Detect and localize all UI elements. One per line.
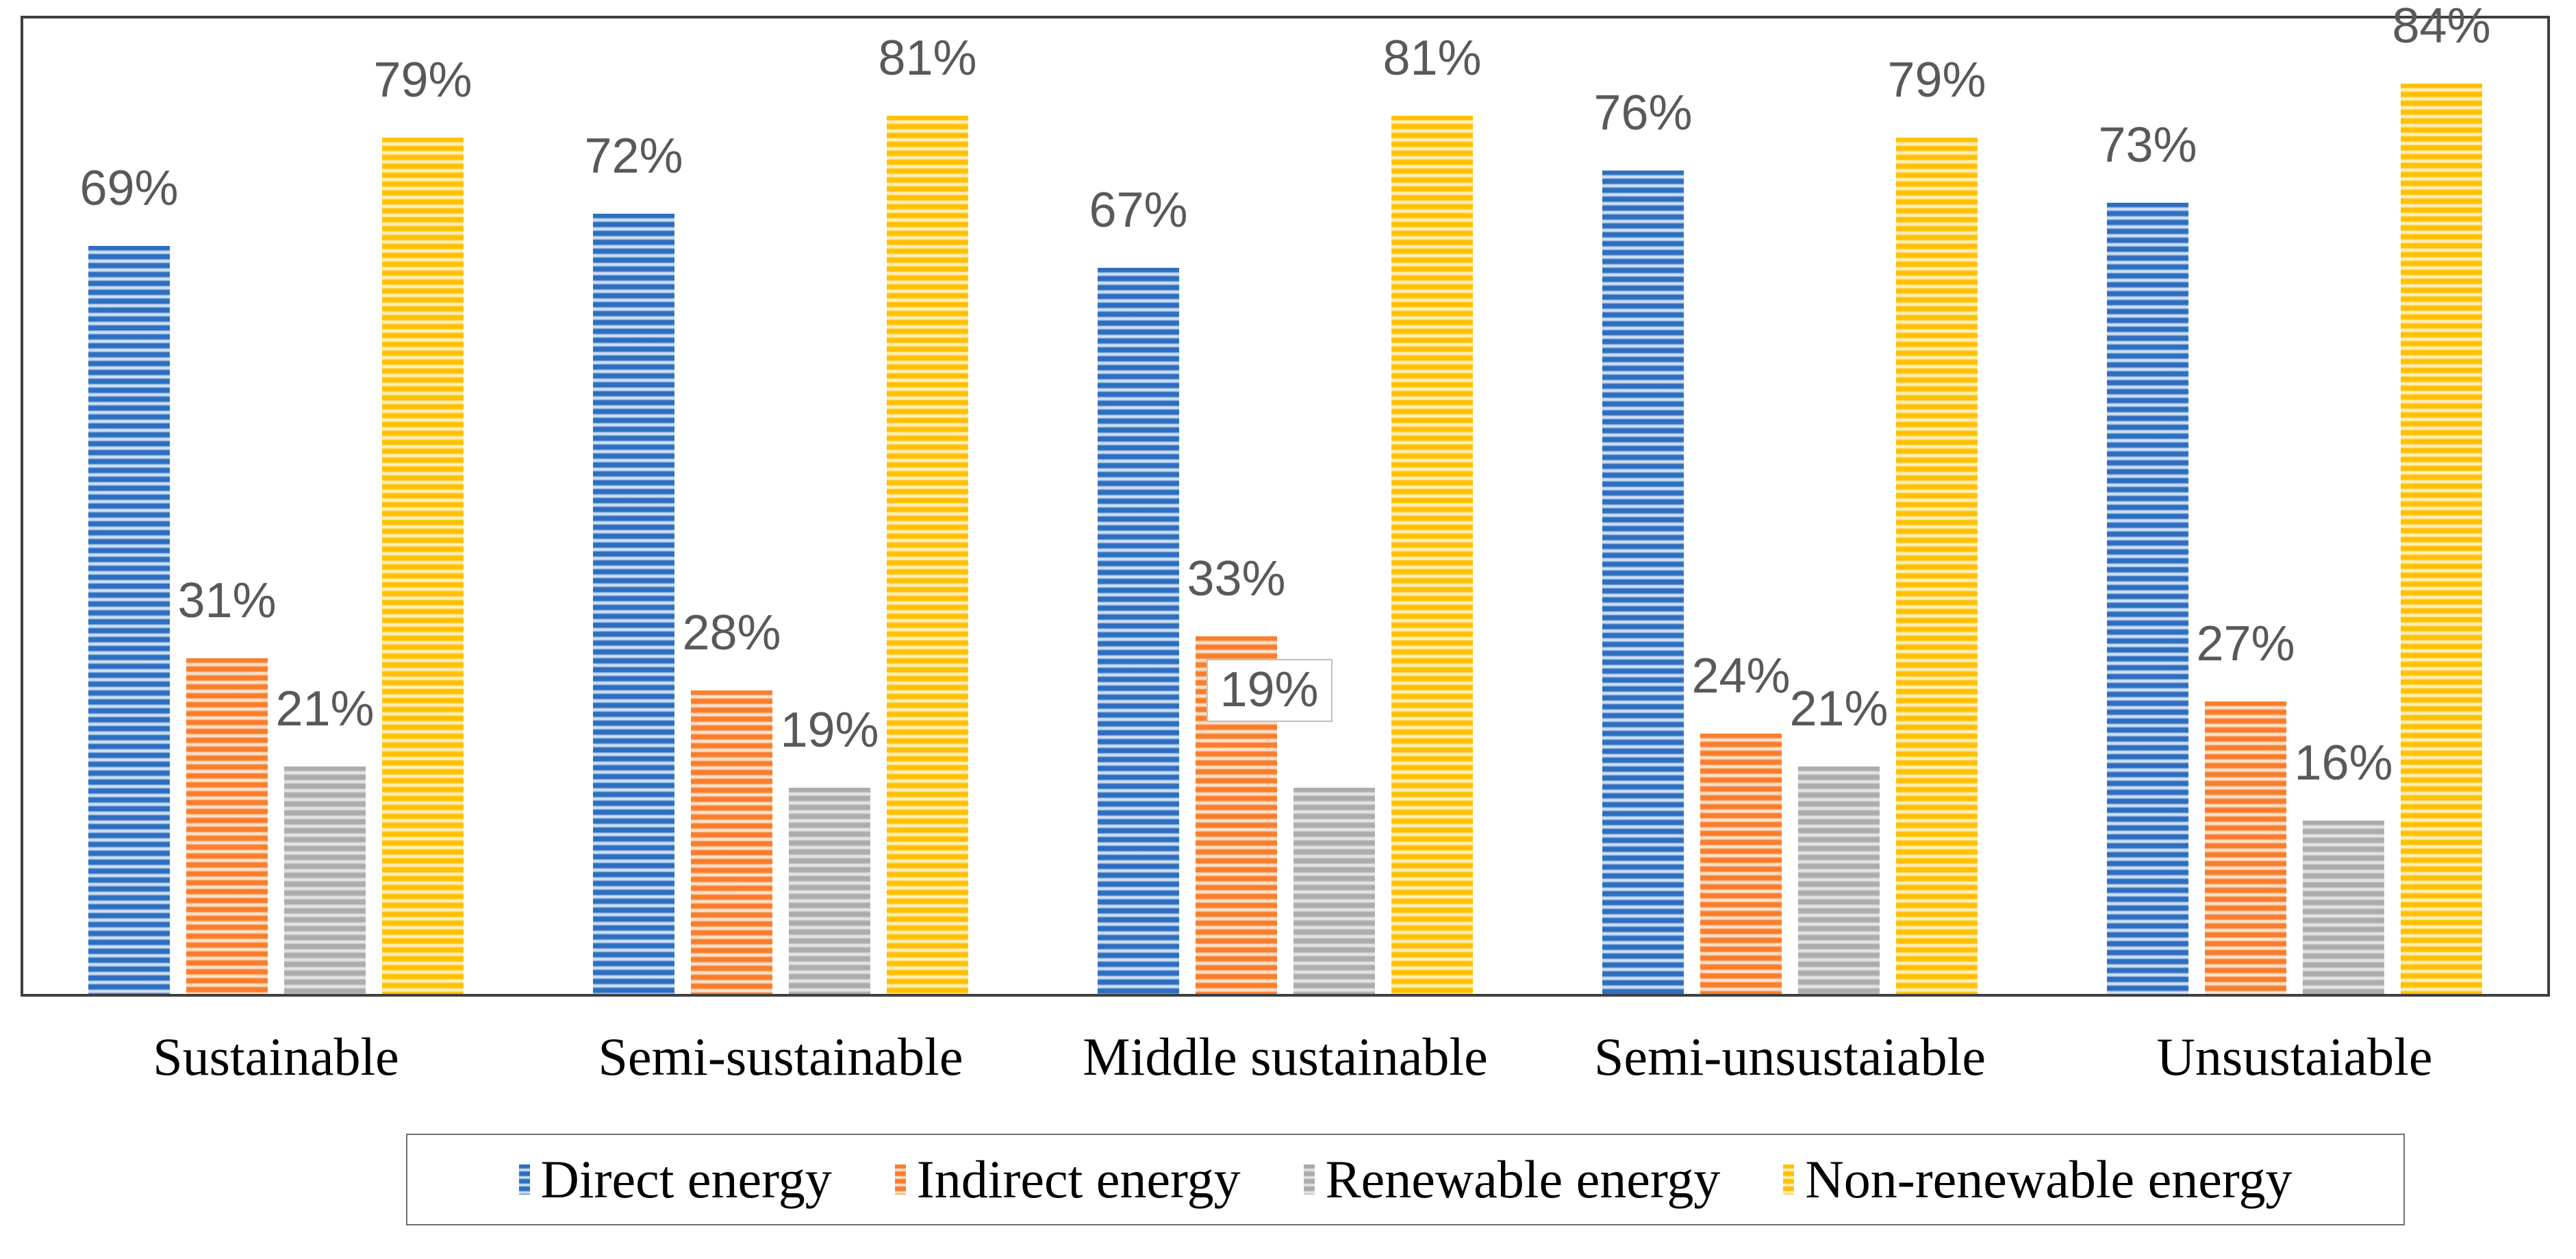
legend-swatch-renewable-energy	[1303, 1164, 1315, 1195]
bar-direct-energy-semi-unsustaiable	[1602, 171, 1684, 994]
bar-indirect-energy-unsustaiable	[2205, 701, 2286, 994]
value-label-direct-energy-semi-unsustaiable: 76%	[1593, 86, 1693, 141]
bar-renewable-energy-sustainable	[284, 766, 366, 994]
value-label-indirect-energy-unsustaiable: 27%	[2196, 616, 2295, 672]
bar-direct-energy-semi-sustainable	[593, 214, 674, 994]
legend-label-indirect-energy: Indirect energy	[916, 1149, 1241, 1209]
value-label-renewable-energy-semi-sustainable: 19%	[780, 703, 879, 758]
legend-item-non-renewable-energy: Non-renewable energy	[1783, 1153, 2292, 1206]
value-label-indirect-energy-semi-sustainable: 28%	[682, 606, 781, 661]
bar-non-renewable-energy-semi-unsustaiable	[1896, 138, 1978, 994]
bar-direct-energy-unsustaiable	[2107, 203, 2188, 994]
legend-item-indirect-energy: Indirect energy	[894, 1149, 1241, 1209]
legend-label-direct-energy: Direct energy	[540, 1149, 832, 1209]
value-label-direct-energy-middle-sustainable: 67%	[1089, 183, 1188, 238]
category-label-sustainable: Sustainable	[153, 1027, 399, 1086]
bar-direct-energy-middle-sustainable	[1098, 268, 1179, 994]
bar-non-renewable-energy-middle-sustainable	[1391, 116, 1473, 994]
legend-swatch-direct-energy	[518, 1164, 530, 1195]
value-label-non-renewable-energy-middle-sustainable: 81%	[1382, 31, 1482, 86]
value-label-indirect-energy-middle-sustainable: 33%	[1187, 551, 1286, 607]
bar-renewable-energy-middle-sustainable	[1293, 788, 1375, 994]
legend: Direct energy Indirect energy Renewable en…	[406, 1134, 2405, 1225]
legend-swatch-indirect-energy	[894, 1164, 906, 1195]
bar-non-renewable-energy-sustainable	[382, 138, 464, 994]
legend-item-renewable-energy: Renewable energy	[1303, 1149, 1721, 1209]
legend-item-direct-energy: Direct energy	[518, 1149, 832, 1209]
value-label-direct-energy-sustainable: 69%	[79, 161, 179, 216]
value-label-renewable-energy-sustainable: 21%	[275, 682, 375, 737]
bar-indirect-energy-sustainable	[186, 658, 268, 994]
bar-renewable-energy-semi-sustainable	[789, 788, 870, 994]
bar-renewable-energy-semi-unsustaiable	[1798, 766, 1880, 994]
value-label-renewable-energy-middle-sustainable: 19%	[1206, 659, 1333, 722]
category-label-unsustaiable: Unsustaiable	[2156, 1027, 2433, 1086]
category-label-semi-unsustaiable: Semi-unsustaiable	[1594, 1027, 1986, 1086]
bar-indirect-energy-semi-unsustaiable	[1700, 734, 1782, 994]
value-label-renewable-energy-semi-unsustaiable: 21%	[1789, 682, 1889, 737]
value-label-direct-energy-unsustaiable: 73%	[2098, 118, 2197, 173]
category-label-middle-sustainable: Middle sustainable	[1083, 1027, 1488, 1086]
value-label-non-renewable-energy-semi-sustainable: 81%	[878, 31, 977, 86]
value-label-direct-energy-semi-sustainable: 72%	[584, 129, 683, 184]
legend-swatch-non-renewable-energy	[1783, 1164, 1795, 1195]
legend-label-non-renewable-energy: Non-renewable energy	[1805, 1149, 2293, 1209]
bar-direct-energy-sustainable	[88, 246, 170, 994]
bar-indirect-energy-semi-sustainable	[691, 690, 772, 994]
bar-renewable-energy-unsustaiable	[2303, 821, 2384, 994]
value-label-non-renewable-energy-sustainable: 79%	[373, 53, 472, 108]
value-label-indirect-energy-semi-unsustaiable: 24%	[1691, 649, 1791, 704]
plot-area: 69% 31% 21% 79% 72% 28% 19% 81% 67% 33% 19% 81% 76% 2…	[21, 1, 2550, 997]
value-label-renewable-energy-unsustaiable: 16%	[2294, 736, 2393, 791]
bar-non-renewable-energy-unsustaiable	[2401, 84, 2482, 994]
value-label-non-renewable-energy-unsustaiable: 84%	[2392, 0, 2491, 54]
legend-label-renewable-energy: Renewable energy	[1325, 1149, 1721, 1209]
value-label-indirect-energy-sustainable: 31%	[177, 573, 277, 629]
bar-non-renewable-energy-semi-sustainable	[887, 116, 968, 994]
category-label-semi-sustainable: Semi-sustainable	[598, 1027, 963, 1086]
value-label-non-renewable-energy-semi-unsustaiable: 79%	[1887, 53, 1986, 108]
